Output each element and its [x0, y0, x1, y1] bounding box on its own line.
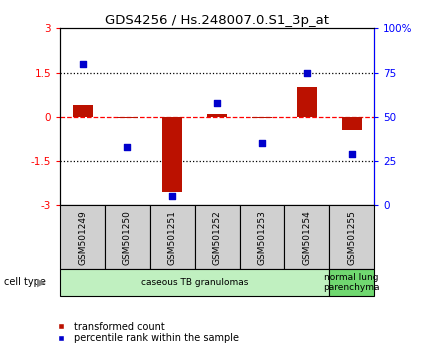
Bar	[105, 205, 150, 269]
Text: GSM501249: GSM501249	[78, 210, 87, 264]
Bar	[284, 205, 329, 269]
Point	[304, 70, 310, 75]
Bar	[195, 205, 240, 269]
Point	[124, 144, 131, 150]
Text: caseous TB granulomas: caseous TB granulomas	[141, 278, 249, 287]
Bar	[60, 205, 105, 269]
Bar	[240, 205, 284, 269]
Title: GDS4256 / Hs.248007.0.S1_3p_at: GDS4256 / Hs.248007.0.S1_3p_at	[105, 14, 329, 27]
Text: GSM501255: GSM501255	[347, 210, 356, 265]
Point	[79, 61, 86, 67]
Point	[214, 100, 221, 105]
Text: GSM501254: GSM501254	[302, 210, 311, 264]
Text: ▶: ▶	[37, 277, 45, 287]
Bar	[60, 269, 329, 296]
Legend: transformed count, percentile rank within the sample: transformed count, percentile rank withi…	[48, 318, 243, 347]
Bar	[73, 105, 93, 117]
Bar	[329, 269, 374, 296]
Bar	[150, 205, 195, 269]
Text: GSM501253: GSM501253	[258, 210, 267, 265]
Text: GSM501250: GSM501250	[123, 210, 132, 265]
Text: normal lung
parenchyma: normal lung parenchyma	[323, 273, 380, 292]
Point	[169, 194, 176, 199]
Bar	[329, 205, 374, 269]
Bar	[252, 117, 272, 118]
Point	[348, 151, 355, 157]
Bar	[297, 87, 317, 117]
Point	[258, 141, 265, 146]
Bar	[341, 117, 362, 130]
Bar	[207, 114, 227, 117]
Bar	[117, 117, 138, 118]
Text: cell type: cell type	[4, 277, 46, 287]
Bar	[162, 117, 182, 192]
Text: GSM501252: GSM501252	[213, 210, 221, 264]
Text: GSM501251: GSM501251	[168, 210, 177, 265]
